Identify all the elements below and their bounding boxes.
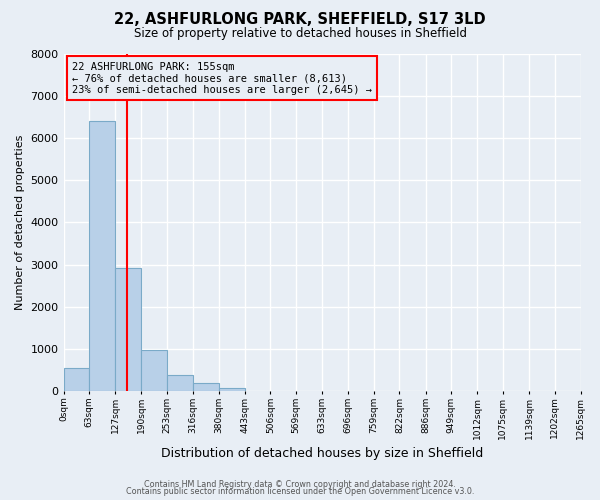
Bar (167, 375, 193, 391)
X-axis label: Distribution of detached houses by size in Sheffield: Distribution of detached houses by size … (161, 447, 483, 460)
Text: Size of property relative to detached houses in Sheffield: Size of property relative to detached ho… (133, 28, 467, 40)
Text: 22, ASHFURLONG PARK, SHEFFIELD, S17 3LD: 22, ASHFURLONG PARK, SHEFFIELD, S17 3LD (114, 12, 486, 28)
Bar (115, 268, 141, 391)
Bar (141, 350, 167, 391)
Bar (89, 122, 115, 391)
Bar (64, 368, 89, 391)
Text: Contains HM Land Registry data © Crown copyright and database right 2024.: Contains HM Land Registry data © Crown c… (144, 480, 456, 489)
Bar (193, 384, 219, 391)
Text: 22 ASHFURLONG PARK: 155sqm
← 76% of detached houses are smaller (8,613)
23% of s: 22 ASHFURLONG PARK: 155sqm ← 76% of deta… (72, 62, 372, 95)
Bar (219, 388, 245, 391)
Text: Contains public sector information licensed under the Open Government Licence v3: Contains public sector information licen… (126, 488, 474, 496)
Y-axis label: Number of detached properties: Number of detached properties (15, 135, 25, 310)
